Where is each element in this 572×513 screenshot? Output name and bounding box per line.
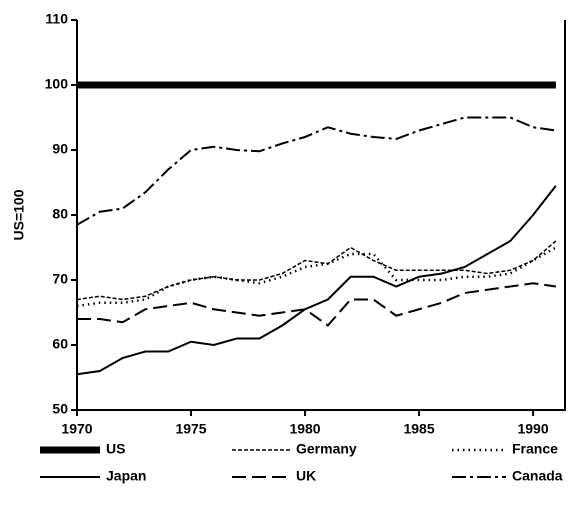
legend-label: Canada [512,468,563,484]
line [76,246,557,308]
x-tick-label: 1970 [61,421,92,437]
y-tick-label: 70 [52,271,68,287]
x-tick-label: 1990 [517,421,548,437]
y-axis-label: US=100 [11,189,27,240]
legend-label: UK [296,468,316,484]
line [76,240,557,301]
y-tick-label: 110 [45,11,68,27]
y-tick-label: 90 [52,141,68,157]
y-tick-label: 100 [45,76,69,92]
legend-label: Germany [296,441,357,457]
legend-label: Japan [106,468,146,484]
line [76,185,557,376]
x-tick-label: 1980 [289,421,320,437]
y-tick-label: 50 [52,401,68,417]
y-tick-label: 80 [52,206,68,222]
y-tick-label: 60 [52,336,68,352]
legend-label: US [106,441,125,457]
x-tick-label: 1985 [403,421,434,437]
x-tick-label: 1975 [175,421,206,437]
line [76,116,557,226]
line [77,282,557,327]
legend-label: France [512,441,558,457]
